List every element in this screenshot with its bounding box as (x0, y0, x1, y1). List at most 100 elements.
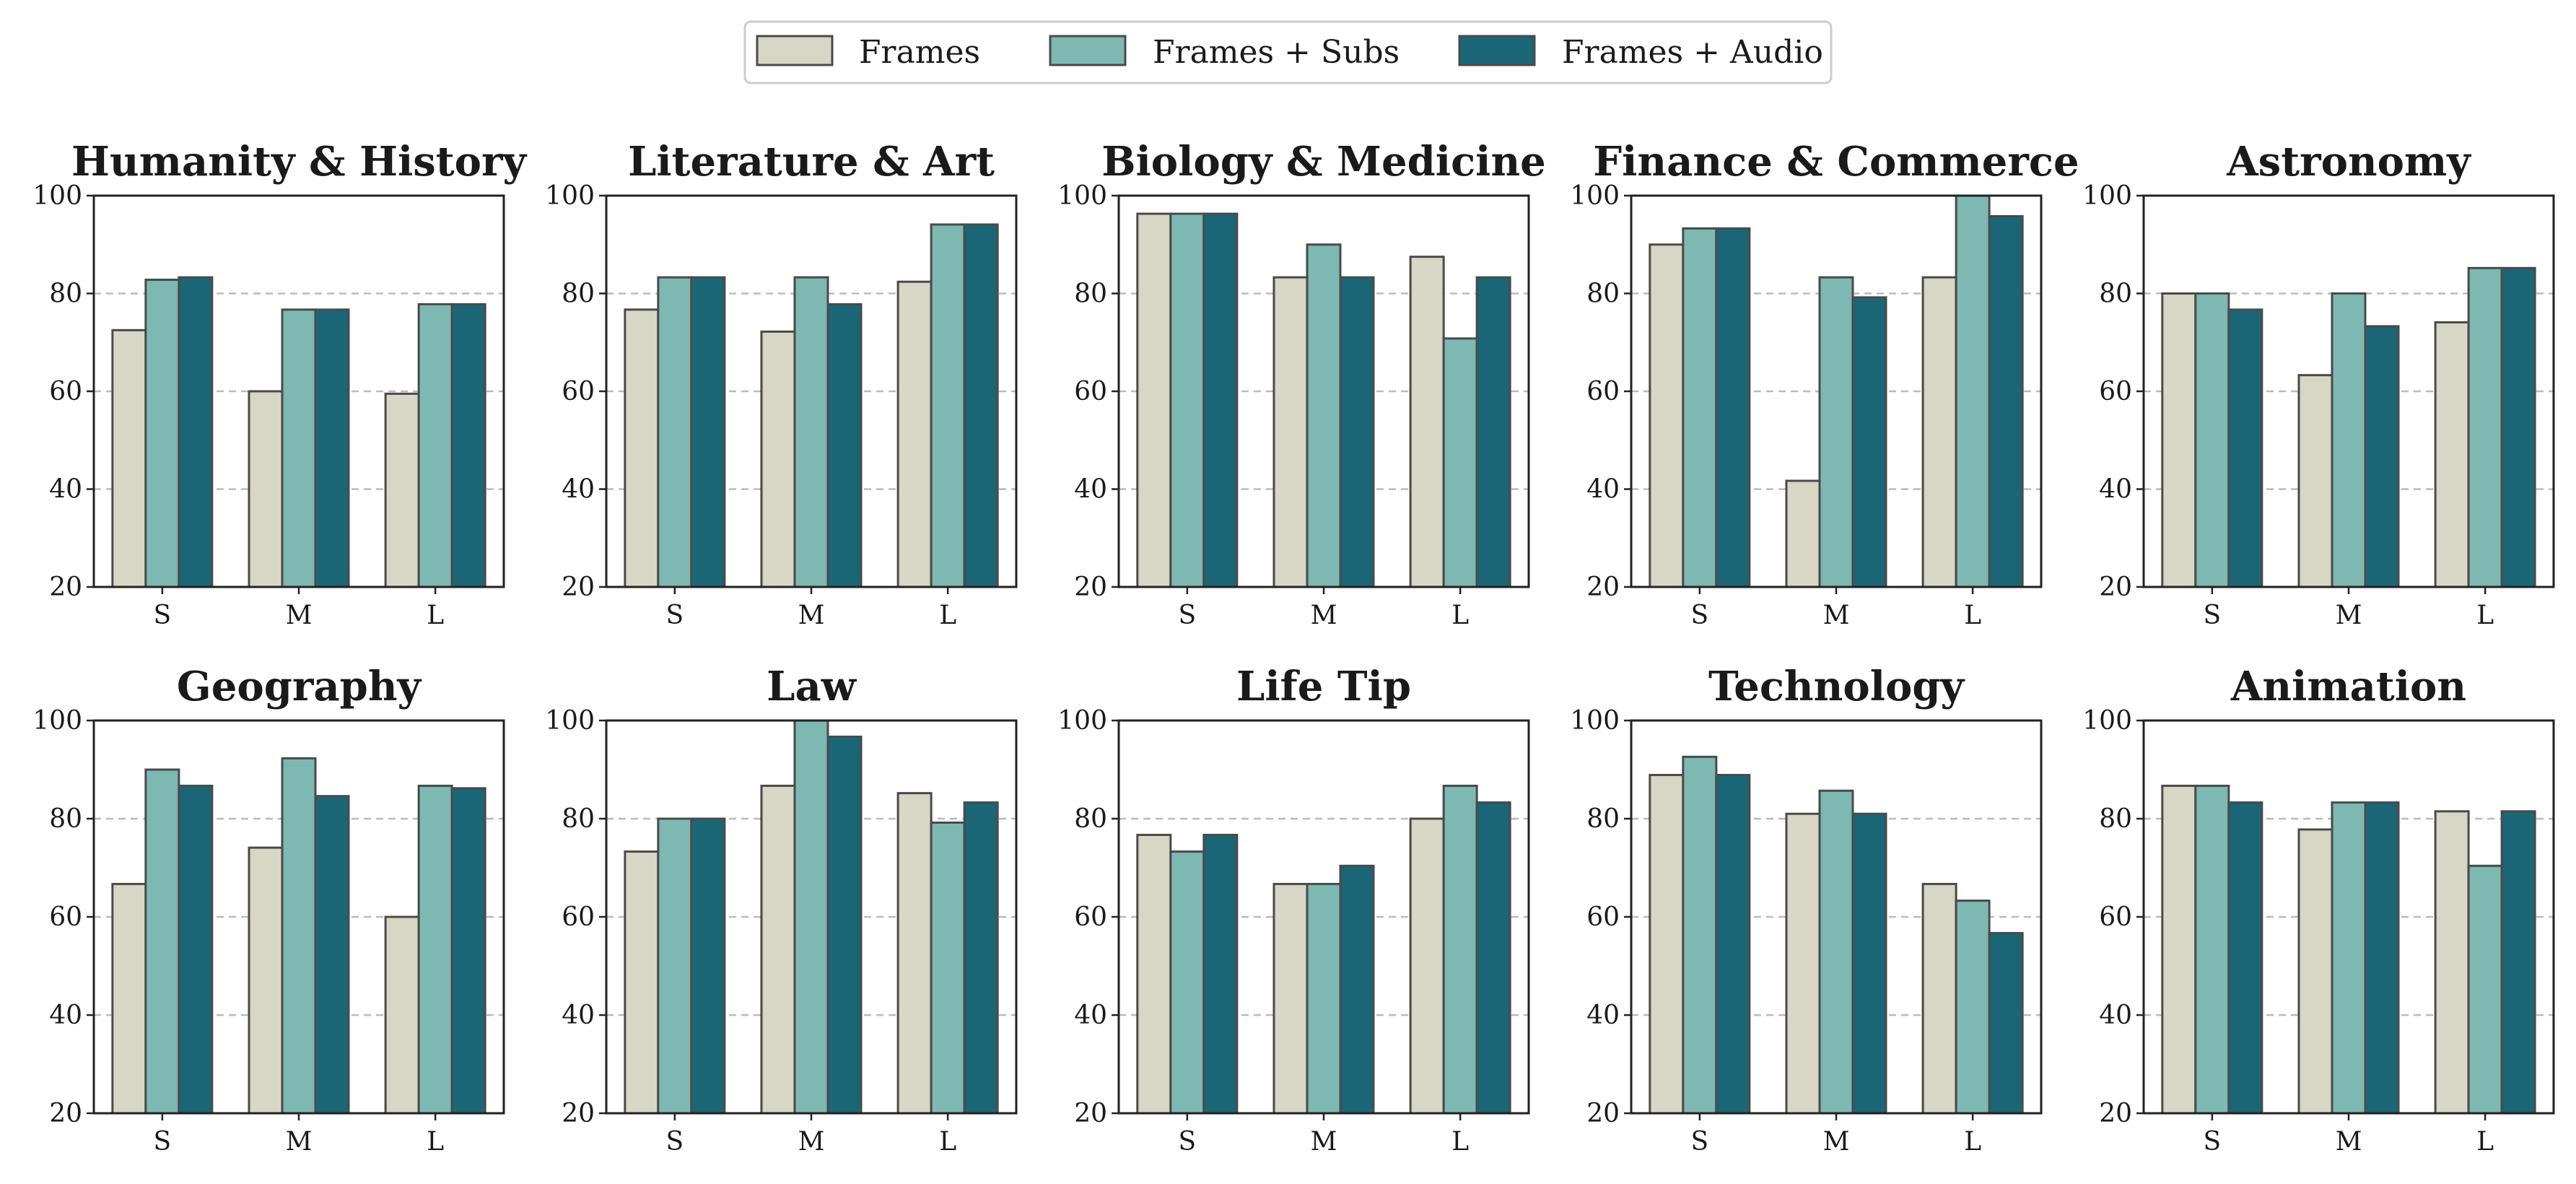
bar (690, 276, 726, 588)
y-tick-label: 40 (49, 475, 82, 505)
bar (1306, 243, 1342, 588)
x-tick-label: M (1311, 601, 1337, 630)
bar (2500, 810, 2536, 1115)
y-tick-label: 40 (1074, 475, 1107, 505)
chart-title: Life Tip (1236, 663, 1411, 710)
bar (896, 792, 933, 1115)
y-tick-label: 80 (1074, 804, 1107, 834)
bar (2161, 784, 2197, 1115)
bar (2194, 292, 2230, 588)
plot-frame (1630, 194, 2043, 588)
y-tick-label: 20 (1074, 573, 1107, 602)
bar (760, 330, 796, 588)
bar (2364, 801, 2400, 1115)
y-tick-label: 60 (2099, 902, 2132, 932)
legend-label-frames-audio: Frames + Audio (1562, 34, 1823, 71)
bar (1475, 801, 1511, 1115)
bar (1785, 812, 1821, 1115)
bar (1442, 337, 1478, 588)
plot-frame (605, 194, 1018, 588)
bar (1955, 194, 1991, 588)
bar (1818, 789, 1854, 1115)
plot-frame (92, 719, 505, 1115)
bar (624, 850, 660, 1115)
bar (281, 308, 317, 588)
x-tick-label: L (427, 601, 444, 630)
y-tick-label: 100 (1570, 706, 1620, 736)
y-tick-label: 100 (2082, 181, 2132, 211)
y-tick-label: 60 (2099, 377, 2132, 406)
y-tick-label: 60 (1586, 902, 1620, 932)
y-tick-label: 80 (2099, 804, 2132, 834)
x-tick-label: L (1451, 601, 1469, 630)
bar (624, 308, 660, 588)
chart-title: Technology (1708, 663, 1965, 710)
bar (1921, 276, 1957, 588)
bar (1818, 276, 1854, 588)
chart-panel: S M L 20 40 60 80 100 Life Tip (1057, 663, 1530, 1157)
y-tick-label: 80 (1586, 804, 1620, 834)
x-tick-label: M (1823, 601, 1850, 630)
bar (248, 846, 284, 1115)
y-tick-label: 100 (2082, 706, 2132, 736)
y-tick-label: 40 (1586, 1001, 1620, 1030)
y-tick-label: 60 (1074, 377, 1107, 406)
legend-swatch-frames-audio (1458, 35, 1536, 66)
y-tick-label: 20 (49, 1099, 82, 1128)
y-tick-label: 100 (545, 706, 595, 736)
plot-frame (2142, 719, 2555, 1115)
bar (1921, 882, 1957, 1115)
x-tick-label: L (427, 1127, 444, 1157)
bar (178, 784, 214, 1115)
y-tick-label: 100 (1057, 706, 1107, 736)
bar (384, 915, 420, 1115)
chart-title: Literature & Art (628, 138, 995, 186)
y-tick-label: 20 (49, 573, 82, 602)
bar (314, 308, 350, 588)
bar (826, 735, 863, 1115)
y-tick-label: 80 (562, 804, 595, 834)
bar (1272, 882, 1309, 1115)
y-tick-label: 40 (2099, 475, 2132, 505)
legend-label-frames-subs: Frames + Subs (1153, 34, 1400, 71)
x-tick-label: S (666, 1127, 684, 1157)
y-tick-label: 100 (545, 181, 595, 211)
x-tick-label: L (939, 1127, 956, 1157)
x-tick-label: L (1964, 601, 1981, 630)
x-tick-label: S (154, 601, 172, 630)
y-tick-label: 20 (562, 573, 595, 602)
bar (314, 795, 350, 1115)
bar (690, 817, 726, 1115)
bar (1169, 212, 1205, 588)
bar (1715, 227, 1751, 588)
plot-frame (1630, 719, 2043, 1115)
bar (1272, 276, 1309, 588)
bar (1202, 212, 1239, 588)
bar (144, 279, 180, 588)
x-tick-label: S (666, 601, 684, 630)
y-tick-label: 100 (32, 181, 82, 211)
x-tick-label: S (1179, 1127, 1197, 1157)
bar (1475, 276, 1511, 588)
y-tick-label: 40 (49, 1001, 82, 1030)
legend: Frames Frames + Subs Frames + Audio (743, 20, 1833, 84)
x-tick-label: S (1179, 601, 1197, 630)
y-tick-label: 100 (1057, 181, 1107, 211)
y-tick-label: 80 (2099, 279, 2132, 309)
bar (2161, 292, 2197, 588)
x-tick-label: M (286, 601, 313, 630)
bar (657, 817, 693, 1115)
bar (1851, 296, 1887, 588)
x-tick-label: M (1311, 1127, 1337, 1157)
chart-panel: S M L 20 40 60 80 100 Technology (1570, 663, 2043, 1157)
bar (1649, 773, 1685, 1115)
y-tick-label: 60 (49, 902, 82, 932)
bar (930, 821, 966, 1115)
y-tick-label: 40 (1586, 475, 1620, 505)
legend-frame (743, 20, 1833, 84)
y-tick-label: 100 (1570, 181, 1620, 211)
x-tick-label: S (154, 1127, 172, 1157)
bar (1136, 833, 1172, 1115)
